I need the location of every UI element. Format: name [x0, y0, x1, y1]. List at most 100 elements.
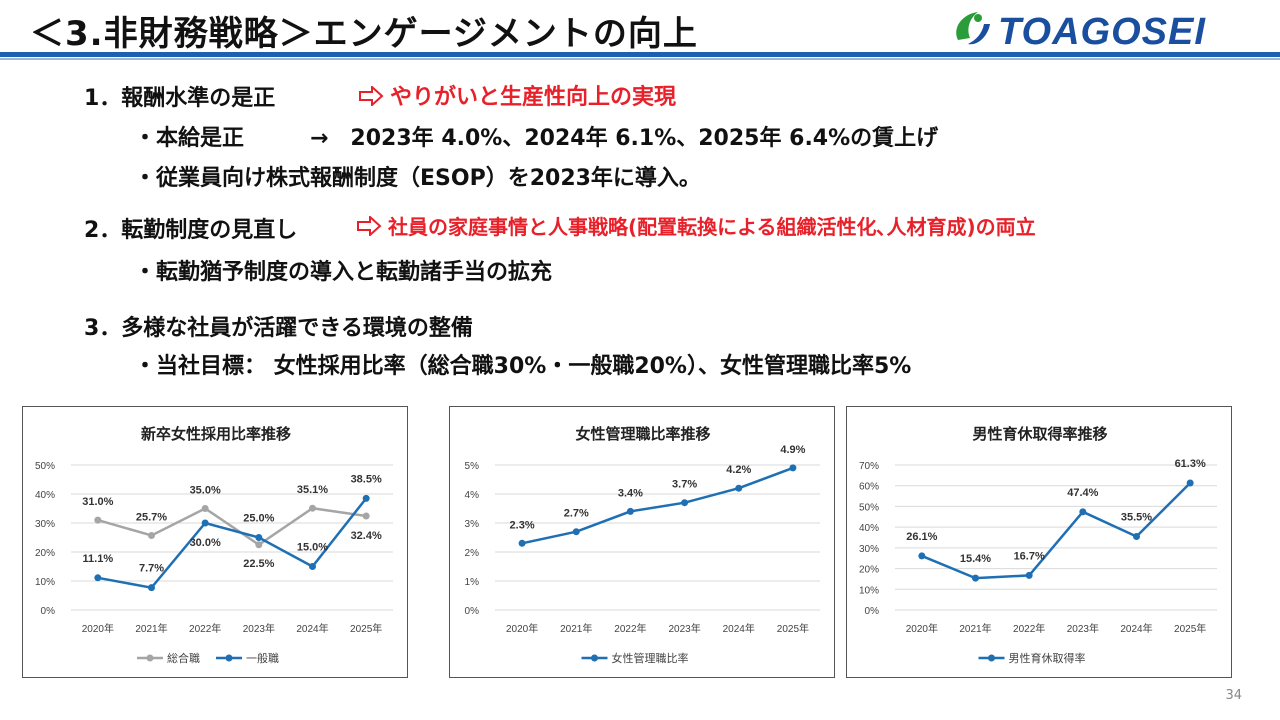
data-point [681, 499, 689, 507]
data-point [1079, 508, 1087, 516]
data-label: 15.4% [960, 553, 991, 565]
data-label: 61.3% [1175, 458, 1206, 470]
x-tick-label: 2024年 [723, 622, 755, 635]
y-tick-label: 10% [859, 585, 879, 596]
section-1-heading: 1．報酬水準の是正 [84, 86, 276, 111]
page-number: 34 [1225, 688, 1242, 703]
data-point [1025, 571, 1033, 579]
data-point [918, 552, 926, 560]
x-tick-label: 2020年 [906, 622, 938, 635]
x-tick-label: 2023年 [243, 622, 275, 635]
x-tick-label: 2021年 [959, 622, 991, 635]
data-label: 4.2% [726, 464, 751, 476]
y-tick-label: 2% [465, 548, 480, 559]
data-point [255, 541, 263, 549]
data-point [201, 519, 209, 527]
data-label: 26.1% [906, 531, 937, 543]
chart-panel-female-manager-ratio: 女性管理職比率推移 0% 1% 2% 3% 4% 5% 2020年 2021年 2022年 2023… [449, 406, 835, 678]
data-point [518, 539, 526, 547]
data-point [148, 531, 155, 539]
x-tick-label: 2025年 [777, 622, 809, 635]
x-tick-label: 2020年 [82, 622, 114, 635]
y-tick-label: 30% [35, 519, 55, 530]
header-divider-sub [0, 58, 1280, 60]
y-tick-label: 5% [465, 461, 480, 472]
data-label: 47.4% [1067, 487, 1098, 499]
data-point [1133, 532, 1140, 540]
y-tick-label: 10% [35, 577, 55, 588]
data-point [148, 584, 155, 592]
y-tick-label: 60% [859, 482, 879, 493]
data-point [94, 516, 102, 524]
chart-title: 男性育休取得率推移 [972, 425, 1107, 443]
data-label: 35.5% [1121, 511, 1152, 523]
chart-title: 女性管理職比率推移 [575, 425, 710, 443]
x-tick-label: 2025年 [1174, 622, 1206, 635]
data-point [309, 504, 316, 512]
data-label: 15.0% [297, 542, 328, 554]
data-label: 16.7% [1014, 550, 1045, 562]
series-line [97, 506, 367, 547]
y-tick-label: 0% [865, 606, 880, 617]
page-title: ＜3.非財務戦略＞エンゲージメントの向上 [30, 14, 698, 54]
section-2-item-1: ・転勤猶予制度の導入と転勤諸手当の拡充 [134, 260, 553, 285]
data-point [972, 574, 979, 582]
x-tick-label: 2023年 [668, 622, 700, 635]
hollow-arrow-icon [357, 216, 382, 236]
data-label: 7.7% [139, 563, 164, 575]
data-label: 25.7% [136, 511, 167, 523]
legend-label: 総合職 [167, 651, 200, 665]
data-label: 2.7% [564, 508, 589, 520]
data-label: 35.0% [190, 485, 221, 497]
x-tick-label: 2025年 [350, 622, 382, 635]
data-point [362, 512, 370, 520]
data-point [201, 505, 209, 512]
chart-title: 新卒女性採用比率推移 [141, 425, 291, 443]
chart-panel-male-parental-leave: 男性育休取得率推移 0% 10% 20% 30% 40% 50% 60% 70% 2020年 202… [846, 406, 1232, 678]
x-tick-label: 2022年 [1013, 622, 1045, 635]
y-tick-label: 20% [35, 548, 55, 559]
data-label: 3.7% [672, 479, 697, 491]
y-tick-label: 40% [859, 523, 879, 534]
chart-female-manager-ratio: 女性管理職比率推移 0% 1% 2% 3% 4% 5% 2020年 2021年 2022年 2023… [465, 425, 820, 665]
header-divider [0, 52, 1280, 57]
section-2-result-text: 社員の家庭事情と人事戦略(配置転換による組織活性化､人材育成)の両立 [388, 215, 1036, 239]
legend-marker [988, 654, 995, 662]
data-point [362, 494, 370, 502]
data-point [626, 507, 634, 515]
y-tick-label: 50% [859, 502, 879, 513]
company-logo: TOAGOSEI [956, 11, 1205, 52]
section-2-result: 社員の家庭事情と人事戦略(配置転換による組織活性化､人材育成)の両立 [356, 211, 1036, 240]
data-point [789, 464, 797, 472]
y-tick-label: 4% [465, 490, 480, 501]
x-tick-label: 2020年 [506, 622, 538, 635]
data-label: 38.5% [351, 473, 382, 485]
data-point [309, 563, 316, 570]
chart-male-parental-leave: 男性育休取得率推移 0% 10% 20% 30% 40% 50% 60% 70% 2020年 202… [859, 425, 1217, 665]
data-label: 35.1% [297, 484, 328, 496]
section-3-heading: 3．多様な社員が活躍できる環境の整備 [84, 316, 473, 341]
y-tick-label: 3% [465, 519, 480, 530]
x-tick-label: 2024年 [296, 622, 328, 635]
y-tick-label: 50% [35, 461, 55, 472]
y-tick-label: 0% [41, 606, 56, 617]
series-line [921, 482, 1192, 580]
section-1-result: やりがいと生産性向上の実現 [358, 79, 676, 111]
data-point [735, 484, 743, 492]
data-point [255, 534, 263, 541]
x-tick-label: 2021年 [135, 622, 167, 635]
data-label: 22.5% [243, 558, 274, 570]
x-tick-label: 2021年 [560, 622, 592, 635]
y-tick-label: 1% [465, 577, 480, 588]
chart-panel-new-grad-female-hiring: 新卒女性採用比率推移 0% 10% 20% 30% 40% 50% 2020年 2021年 202… [22, 406, 408, 678]
legend-label: 女性管理職比率 [612, 651, 689, 665]
series-line [521, 466, 794, 545]
legend-marker [225, 654, 233, 662]
section-1-item-1: ・本給是正 → 2023年 4.0%、2024年 6.1%、2025年 6.4%… [134, 126, 939, 151]
chart-new-grad-female-hiring: 新卒女性採用比率推移 0% 10% 20% 30% 40% 50% 2020年 2021年 202… [35, 425, 393, 665]
hollow-arrow-icon [359, 86, 384, 106]
y-tick-label: 40% [35, 490, 55, 501]
section-2-heading: 2．転勤制度の見直し [84, 218, 298, 243]
legend-label: 男性育休取得率 [1009, 651, 1086, 665]
x-tick-label: 2022年 [189, 622, 221, 635]
